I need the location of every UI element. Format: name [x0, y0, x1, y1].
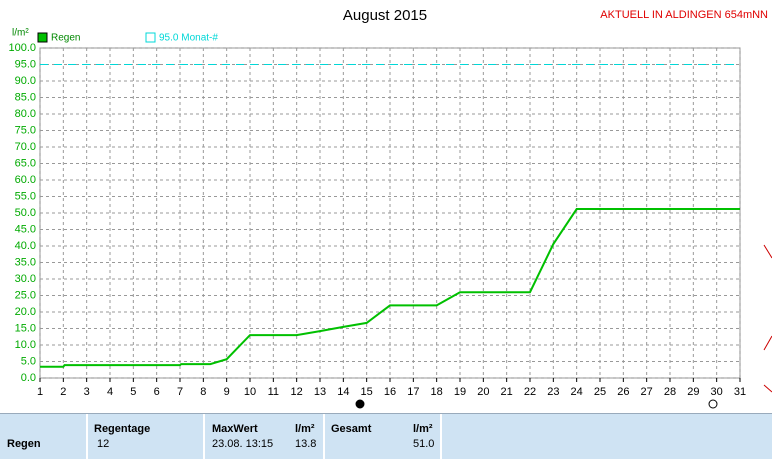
moon-icon	[355, 399, 365, 409]
y-tick-label: 75.0	[15, 124, 36, 136]
y-tick-label: 35.0	[15, 256, 36, 268]
cell: Gesamt l/m² 51.0	[325, 414, 442, 459]
y-tick-label: 65.0	[15, 157, 36, 169]
y-tick-label: 90.0	[15, 75, 36, 87]
x-tick-label: 15	[361, 386, 373, 398]
x-tick-label: 4	[107, 386, 113, 398]
y-axis-label: l/m²	[12, 28, 29, 39]
x-tick-label: 19	[454, 386, 466, 398]
unit: l/m²	[413, 423, 433, 435]
x-tick-label: 10	[244, 386, 256, 398]
side-decoration	[763, 244, 772, 393]
data-line	[40, 208, 740, 368]
x-tick-label: 26	[617, 386, 629, 398]
y-tick-label: 70.0	[15, 141, 36, 153]
header: MaxWert	[212, 423, 258, 435]
x-tick-label: 12	[291, 386, 303, 398]
x-tick-label: 16	[384, 386, 396, 398]
x-tick-label: 1	[37, 386, 43, 398]
moon-icon	[708, 399, 718, 409]
row-label: Regen	[7, 438, 41, 450]
x-tick-label: 31	[734, 386, 746, 398]
y-tick-label: 0.0	[21, 372, 36, 384]
y-tick-label: 5.0	[21, 355, 36, 367]
y-tick-label: 85.0	[15, 91, 36, 103]
x-tick-label: 2	[60, 386, 66, 398]
unit: l/m²	[295, 423, 315, 435]
x-tick-label: 3	[84, 386, 90, 398]
x-tick-label: 17	[407, 386, 419, 398]
x-tick-label: 11	[268, 386, 279, 398]
x-tick-label: 23	[547, 386, 559, 398]
x-tick-label: 27	[641, 386, 653, 398]
value: 51.0	[413, 438, 435, 450]
cell: MaxWert l/m² 23.08. 13:15 13.8	[205, 414, 325, 459]
station-label: AKTUELL IN ALDINGEN 654mNN	[600, 9, 768, 21]
time: 23.08. 13:15	[212, 438, 274, 450]
y-tick-label: 50.0	[15, 207, 36, 219]
value: 13.8	[295, 438, 317, 450]
value: 12	[97, 438, 110, 450]
legend-swatch	[145, 32, 156, 43]
x-tick-label: 14	[337, 386, 349, 398]
cell: Regentage 12	[88, 414, 205, 459]
x-tick-label: 6	[154, 386, 160, 398]
x-tick-label: 9	[224, 386, 230, 398]
y-tick-label: 80.0	[15, 108, 36, 120]
x-tick-label: 21	[501, 386, 513, 398]
chart: August 2015 AKTUELL IN ALDINGEN 654mNN l…	[8, 7, 772, 409]
y-tick-label: 25.0	[15, 289, 36, 301]
y-tick-label: 95.0	[15, 58, 36, 70]
x-tick-label: 18	[431, 386, 443, 398]
x-tick-label: 29	[687, 386, 699, 398]
x-tick-label: 8	[200, 386, 206, 398]
y-tick-label: 20.0	[15, 306, 36, 318]
y-tick-label: 100.0	[8, 42, 36, 54]
header: Regentage	[94, 423, 151, 435]
x-tick-label: 22	[524, 386, 536, 398]
legend-swatch	[37, 32, 48, 43]
x-tick-label: 28	[664, 386, 676, 398]
y-tick-label: 30.0	[15, 273, 36, 285]
y-tick-label: 55.0	[15, 190, 36, 202]
legend-label: 95.0 Monat-#	[159, 33, 218, 44]
y-tick-label: 60.0	[15, 174, 36, 186]
chart-title: August 2015	[343, 7, 427, 24]
x-tick-label: 24	[571, 386, 583, 398]
x-tick-label: 25	[594, 386, 606, 398]
legend-label: Regen	[51, 33, 80, 44]
x-tick-label: 13	[314, 386, 326, 398]
cell: Regen	[0, 414, 88, 459]
header: Gesamt	[331, 423, 372, 435]
summary-table: Regen Regentage 12 MaxWert l/m² 23.08. 1…	[0, 413, 772, 459]
x-tick-label: 7	[177, 386, 183, 398]
y-tick-label: 15.0	[15, 322, 36, 334]
x-tick-label: 20	[477, 386, 489, 398]
x-tick-label: 5	[130, 386, 136, 398]
y-tick-label: 40.0	[15, 240, 36, 252]
y-tick-label: 10.0	[15, 339, 36, 351]
y-tick-label: 45.0	[15, 223, 36, 235]
x-tick-label: 30	[711, 386, 723, 398]
